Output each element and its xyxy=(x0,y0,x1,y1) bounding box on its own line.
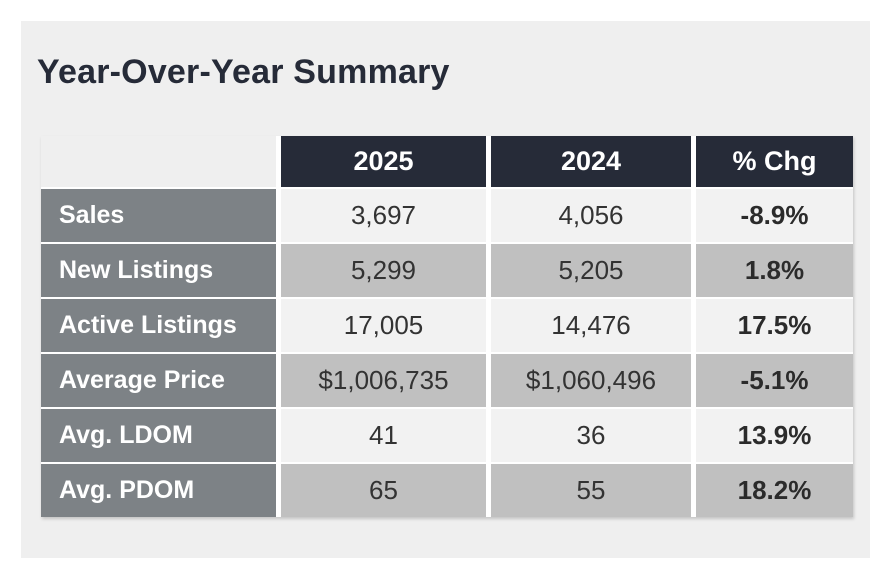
cell-average-price-chg: -5.1% xyxy=(696,354,853,407)
row-label-active-listings: Active Listings xyxy=(41,299,276,352)
column-header-2025: 2025 xyxy=(281,136,486,187)
cell-sales-chg: -8.9% xyxy=(696,189,853,242)
cell-avg-pdom-chg: 18.2% xyxy=(696,464,853,517)
cell-average-price-2024: $1,060,496 xyxy=(491,354,691,407)
cell-active-listings-2025: 17,005 xyxy=(281,299,486,352)
row-label-average-price: Average Price xyxy=(41,354,276,407)
cell-new-listings-2024: 5,205 xyxy=(491,244,691,297)
cell-avg-ldom-chg: 13.9% xyxy=(696,409,853,462)
cell-average-price-2025: $1,006,735 xyxy=(281,354,486,407)
cell-new-listings-chg: 1.8% xyxy=(696,244,853,297)
yoy-summary-table: 2025 2024 % Chg Sales 3,697 4,056 -8.9% … xyxy=(41,136,853,517)
cell-avg-ldom-2024: 36 xyxy=(491,409,691,462)
cell-active-listings-chg: 17.5% xyxy=(696,299,853,352)
row-label-avg-ldom: Avg. LDOM xyxy=(41,409,276,462)
row-label-new-listings: New Listings xyxy=(41,244,276,297)
cell-avg-pdom-2024: 55 xyxy=(491,464,691,517)
corner-spacer xyxy=(41,136,276,187)
cell-avg-ldom-2025: 41 xyxy=(281,409,486,462)
cell-avg-pdom-2025: 65 xyxy=(281,464,486,517)
row-label-sales: Sales xyxy=(41,189,276,242)
column-header-pct-chg: % Chg xyxy=(696,136,853,187)
page-title: Year-Over-Year Summary xyxy=(37,53,450,91)
summary-panel: Year-Over-Year Summary 2025 2024 % Chg S… xyxy=(21,21,870,558)
cell-active-listings-2024: 14,476 xyxy=(491,299,691,352)
row-label-avg-pdom: Avg. PDOM xyxy=(41,464,276,517)
cell-new-listings-2025: 5,299 xyxy=(281,244,486,297)
cell-sales-2025: 3,697 xyxy=(281,189,486,242)
cell-sales-2024: 4,056 xyxy=(491,189,691,242)
column-header-2024: 2024 xyxy=(491,136,691,187)
